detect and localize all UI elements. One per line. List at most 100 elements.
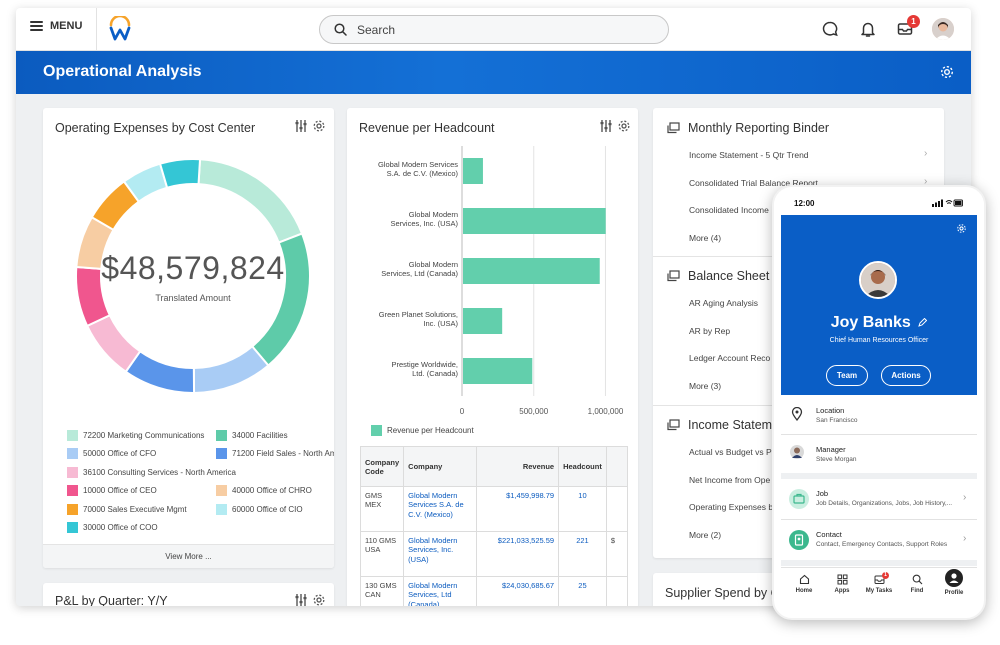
manager-avatar-icon bbox=[790, 445, 804, 459]
revenue-link[interactable]: $221,033,525.59 bbox=[475, 531, 560, 577]
report-link[interactable]: Consolidated Trial Balance Report bbox=[689, 177, 818, 188]
revenue-link[interactable]: $24,030,685.67 bbox=[475, 576, 560, 606]
donut-slice[interactable] bbox=[85, 313, 142, 374]
contact-row[interactable]: Contact Contact, Emergency Contacts, Sup… bbox=[781, 520, 977, 560]
more-link[interactable]: More (3) bbox=[689, 380, 722, 391]
headcount-link[interactable]: 25 bbox=[558, 576, 607, 606]
phone-tab-bar: Home Apps My Tasks 1 Find Profile bbox=[781, 567, 977, 609]
legend-item[interactable]: 30000 Office of COO bbox=[67, 522, 158, 534]
headcount-link[interactable]: 221 bbox=[558, 531, 607, 577]
column-header[interactable]: Company bbox=[403, 446, 477, 487]
report-link[interactable]: Operating Expenses b bbox=[689, 502, 774, 512]
legend-item[interactable]: 40000 Office of CHRO bbox=[216, 485, 312, 497]
overflow-cell: $ bbox=[605, 531, 629, 577]
contact-card-icon bbox=[789, 530, 809, 550]
legend-item[interactable]: 71200 Field Sales - North America bbox=[216, 448, 334, 460]
company-link[interactable]: Global Modern Services S.A. de C.V. (Mex… bbox=[403, 486, 477, 532]
filter-sliders-icon[interactable] bbox=[599, 119, 613, 133]
bar[interactable] bbox=[463, 158, 483, 184]
donut-sublabel: Translated Amount bbox=[155, 293, 231, 303]
legend-item[interactable]: 70000 Sales Executive Mgmt bbox=[67, 503, 187, 515]
gear-icon[interactable] bbox=[939, 64, 955, 80]
more-link[interactable]: More (4) bbox=[689, 232, 722, 243]
tab-apps[interactable]: Apps bbox=[824, 574, 860, 594]
legend-label: 34000 Facilities bbox=[232, 430, 288, 440]
edit-pencil-icon[interactable] bbox=[918, 317, 928, 327]
card-title: Revenue per Headcount bbox=[359, 121, 495, 135]
company-link[interactable]: Global Modern Services, Ltd (Canada) bbox=[403, 576, 477, 606]
search-input[interactable] bbox=[357, 22, 637, 37]
legend-label: 36100 Consulting Services - North Americ… bbox=[83, 467, 236, 477]
donut-slice[interactable] bbox=[192, 344, 270, 395]
tab-label: Apps bbox=[834, 588, 850, 594]
report-link[interactable]: Ledger Account Reco bbox=[689, 353, 771, 363]
report-link[interactable]: Consolidated Income bbox=[689, 205, 769, 215]
avatar[interactable] bbox=[932, 18, 954, 40]
donut-slice[interactable] bbox=[158, 158, 202, 189]
bar[interactable] bbox=[463, 358, 533, 384]
search-bar[interactable] bbox=[319, 15, 669, 44]
bell-icon[interactable] bbox=[859, 20, 877, 38]
gear-icon[interactable] bbox=[617, 119, 631, 133]
location-pin-icon bbox=[791, 407, 803, 421]
tab-my-tasks[interactable]: My Tasks 1 bbox=[861, 572, 897, 594]
legend-item[interactable]: 50000 Office of CFO bbox=[67, 448, 156, 460]
manager-value[interactable]: Steve Morgan bbox=[816, 456, 857, 463]
revenue-link[interactable]: $1,459,998.79 bbox=[475, 486, 560, 532]
filter-sliders-icon[interactable] bbox=[294, 119, 308, 133]
legend-item[interactable]: 34000 Facilities bbox=[216, 429, 288, 441]
team-button[interactable]: Team bbox=[826, 365, 868, 386]
legend-label: 60000 Office of CIO bbox=[232, 504, 303, 514]
location-row[interactable]: Location San Francisco bbox=[781, 395, 977, 435]
more-link[interactable]: More (2) bbox=[689, 529, 722, 540]
gear-icon[interactable] bbox=[312, 593, 326, 606]
legend-item[interactable]: 10000 Office of CEO bbox=[67, 485, 157, 497]
legend-swatch bbox=[216, 429, 227, 441]
column-header[interactable]: Revenue bbox=[475, 446, 560, 487]
column-header[interactable]: Company Code bbox=[359, 446, 405, 487]
tab-home[interactable]: Home bbox=[786, 574, 822, 594]
search-icon bbox=[912, 574, 922, 585]
chat-icon[interactable] bbox=[821, 20, 839, 38]
report-link[interactable]: Net Income from Ope bbox=[689, 474, 771, 485]
category-label: Global Modern Services bbox=[378, 160, 458, 169]
inbox-icon[interactable] bbox=[896, 20, 914, 38]
headcount-link[interactable]: 10 bbox=[558, 486, 607, 532]
tab-find[interactable]: Find bbox=[899, 574, 935, 594]
legend-item[interactable]: 36100 Consulting Services - North Americ… bbox=[67, 466, 236, 478]
legend-swatch bbox=[67, 485, 78, 497]
manager-row[interactable]: Manager Steve Morgan bbox=[781, 435, 977, 473]
report-link[interactable]: Actual vs Budget vs P bbox=[689, 447, 772, 457]
revenue-per-headcount-card: Revenue per Headcount 0 500,000 1,000,000 G… bbox=[347, 108, 638, 606]
report-link[interactable]: AR by Rep bbox=[689, 325, 731, 336]
view-more-button[interactable]: View More ... bbox=[43, 544, 334, 568]
workday-logo[interactable] bbox=[108, 16, 132, 42]
report-section-title: Income Stateme bbox=[667, 418, 779, 432]
filter-sliders-icon[interactable] bbox=[294, 593, 308, 606]
legend-item[interactable]: 60000 Office of CIO bbox=[216, 503, 303, 515]
bar[interactable] bbox=[463, 208, 606, 234]
gear-icon[interactable] bbox=[312, 119, 326, 133]
actions-button[interactable]: Actions bbox=[881, 365, 931, 386]
report-link[interactable]: AR Aging Analysis bbox=[689, 298, 758, 308]
bar[interactable] bbox=[463, 308, 503, 334]
legend-label: 70000 Sales Executive Mgmt bbox=[83, 504, 187, 514]
report-folder-icon bbox=[667, 270, 680, 282]
chart-legend: 72200 Marketing Communications 34000 Faci… bbox=[67, 426, 334, 537]
legend-row: 10000 Office of CEO 40000 Office of CHRO bbox=[67, 482, 334, 501]
donut-slice[interactable] bbox=[197, 158, 304, 244]
card-title: P&L by Quarter: Y/Y bbox=[55, 594, 168, 606]
tab-label: My Tasks bbox=[865, 588, 893, 594]
gear-icon[interactable] bbox=[956, 223, 967, 234]
job-value: Job Details, Organizations, Jobs, Job Hi… bbox=[816, 500, 953, 507]
legend-label: Revenue per Headcount bbox=[387, 426, 474, 435]
menu-button[interactable]: MENU bbox=[30, 20, 82, 32]
bar[interactable] bbox=[463, 258, 600, 284]
legend-item[interactable]: 72200 Marketing Communications bbox=[67, 429, 204, 441]
company-link[interactable]: Global Modern Services, Inc. (USA) bbox=[403, 531, 477, 577]
job-row[interactable]: Job Job Details, Organizations, Jobs, Jo… bbox=[781, 479, 977, 519]
tab-profile[interactable]: Profile bbox=[936, 569, 972, 596]
company-code-cell: 110 GMS USA bbox=[359, 531, 405, 577]
report-link[interactable]: Income Statement - 5 Qtr Trend bbox=[689, 150, 809, 160]
column-header[interactable]: Headcount bbox=[558, 446, 607, 487]
